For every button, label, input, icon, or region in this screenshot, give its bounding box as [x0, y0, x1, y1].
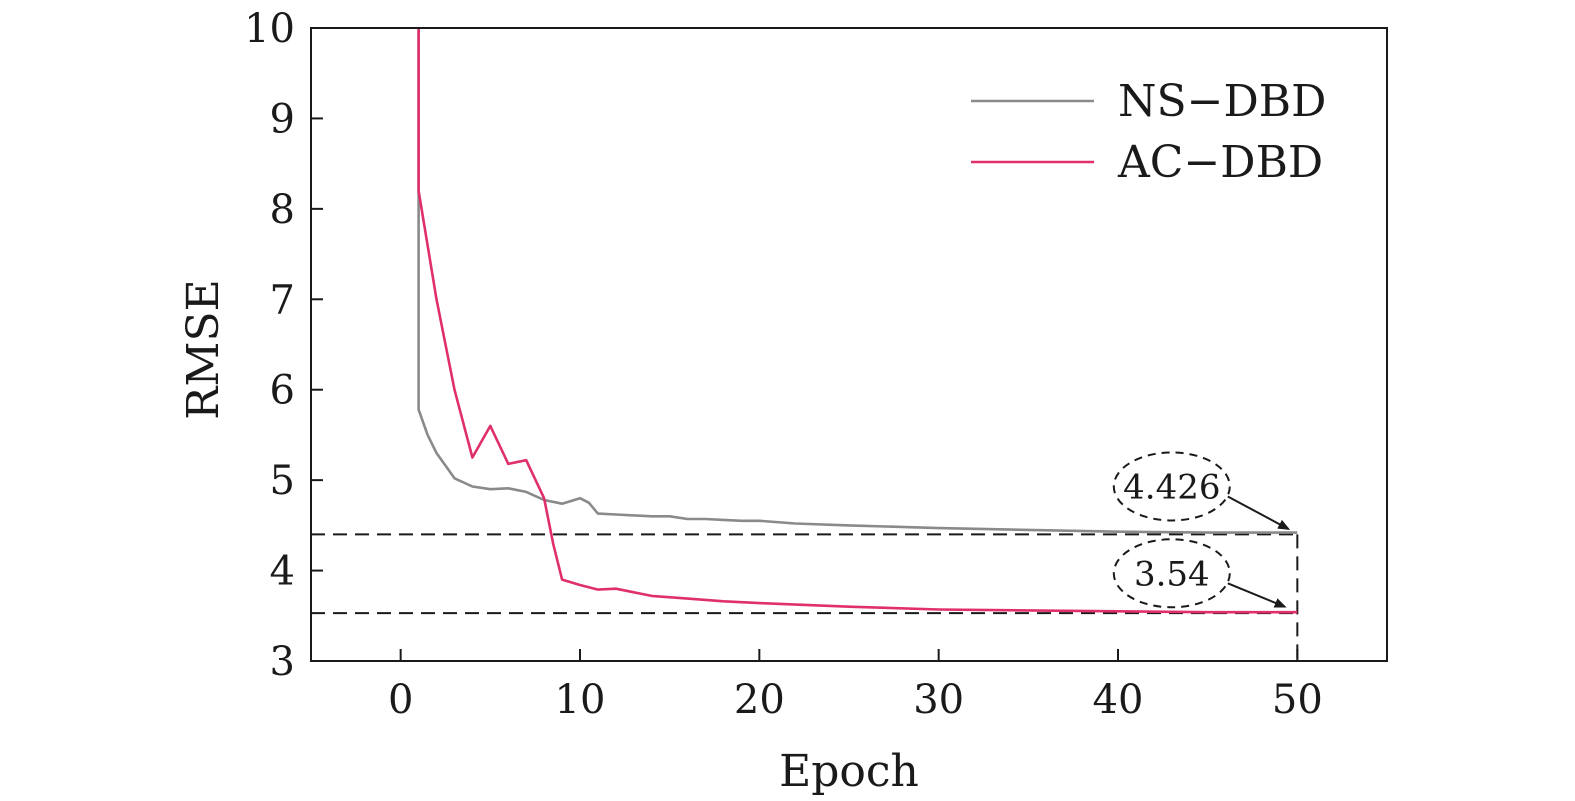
x-tick-label: 0	[388, 677, 413, 723]
y-tick-label: 7	[270, 277, 295, 323]
y-tick-label: 6	[270, 368, 295, 414]
x-tick-label: 40	[1093, 677, 1144, 723]
y-tick-label: 10	[244, 6, 295, 52]
y-tick-label: 9	[270, 96, 295, 142]
y-axis-label: RMSE	[178, 279, 229, 419]
y-tick-label: 5	[270, 458, 295, 504]
annotations: 4.426 3.54	[1112, 451, 1291, 609]
annotation-label: 3.54	[1134, 554, 1210, 594]
legend-label: AC−DBD	[1117, 137, 1323, 188]
x-tick-label: 10	[555, 677, 606, 723]
reference-lines	[311, 533, 1299, 661]
y-tick-label: 3	[270, 639, 295, 685]
series-line	[417, 28, 1298, 534]
series-line	[417, 28, 1298, 614]
y-tick-label: 4	[270, 549, 295, 595]
annotation-arrow	[1227, 582, 1287, 608]
y-tick-label: 8	[270, 187, 295, 233]
x-tick-label: 30	[913, 677, 964, 723]
x-tick-label: 50	[1272, 677, 1323, 723]
annotation-ellipse	[1112, 451, 1231, 522]
annotation-ellipse	[1112, 538, 1231, 609]
plot-frame	[310, 27, 1388, 662]
legend: NS−DBD AC−DBD	[971, 76, 1326, 188]
legend-label: NS−DBD	[1118, 76, 1326, 127]
x-tick-label: 20	[734, 677, 785, 723]
annotation-arrow	[1227, 495, 1291, 530]
axes: 0 10 20 30 40 50 3 4 5 6 7 8 9 10 Epoch RMSE	[178, 6, 1388, 797]
series-layer	[417, 28, 1298, 614]
x-axis-label: Epoch	[779, 746, 919, 797]
annotation-label: 4.426	[1123, 467, 1220, 507]
